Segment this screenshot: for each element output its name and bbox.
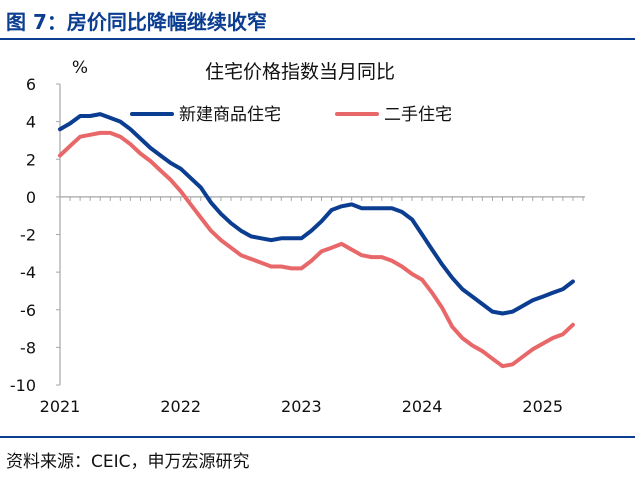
x-tick-label: 2022 (160, 397, 201, 416)
series-line-2 (58, 130, 575, 369)
legend-label-2: 二手住宅 (384, 105, 452, 125)
y-tick-label: 2 (26, 150, 36, 169)
x-tick-label: 2021 (40, 397, 81, 416)
y-tick-label: 6 (26, 75, 36, 94)
figure-title: 图 7：房价同比降幅继续收窄 (6, 10, 267, 34)
x-ticks: 2021 2022 2023 2024 2025 (40, 196, 584, 416)
source-note: 资料来源：CEIC，申万宏源研究 (6, 452, 250, 472)
x-tick-label: 2023 (281, 397, 322, 416)
legend-label-1: 新建商品住宅 (179, 105, 281, 125)
y-tick-label: -10 (10, 376, 36, 395)
series-line-1 (58, 112, 575, 316)
y-tick-label: 0 (26, 188, 36, 207)
chart-title: 住宅价格指数当月同比 (205, 61, 395, 83)
y-tick-label: 4 (26, 113, 36, 132)
top-rule (0, 38, 635, 40)
y-tick-label: -2 (20, 226, 36, 245)
bottom-rule (0, 436, 635, 438)
x-tick-label: 2024 (402, 397, 443, 416)
legend: 新建商品住宅 二手住宅 (130, 105, 452, 125)
x-tick-label: 2025 (522, 397, 563, 416)
y-unit-label: % (72, 58, 88, 78)
y-tick-label: -6 (20, 301, 36, 320)
y-tick-label: -4 (20, 263, 36, 282)
series-group (58, 112, 575, 369)
y-ticks: 6 4 2 0 -2 -4 -6 -8 -10 (10, 75, 60, 395)
y-tick-label: -8 (20, 338, 36, 357)
